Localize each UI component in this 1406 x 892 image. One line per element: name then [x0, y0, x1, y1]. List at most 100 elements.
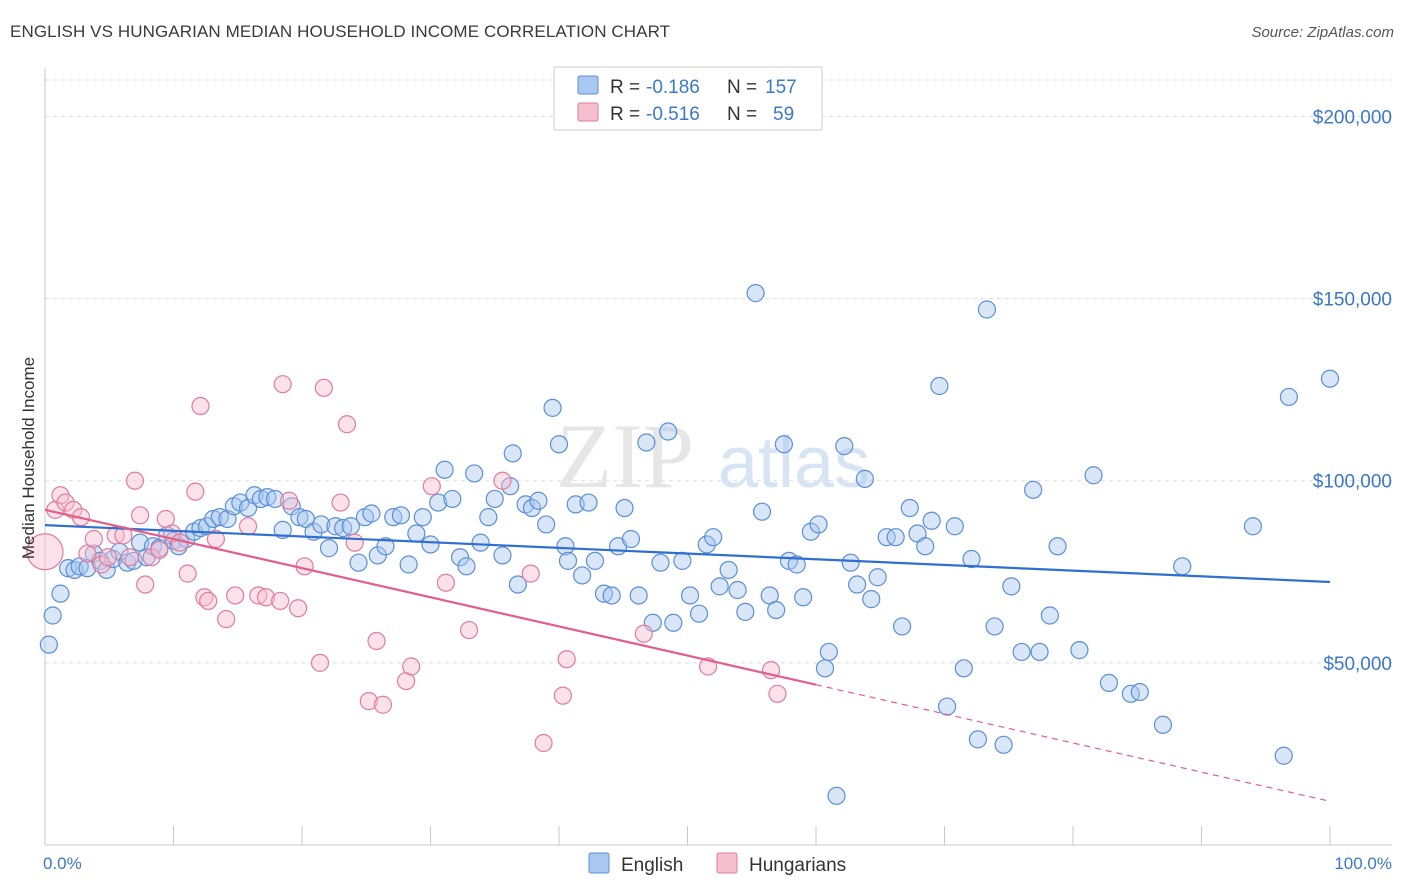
bottom-legend-swatch-hungarians	[716, 852, 738, 874]
data-point	[402, 657, 421, 676]
data-point	[886, 528, 905, 547]
data-point	[521, 564, 540, 583]
data-point	[1002, 577, 1021, 596]
data-point	[556, 537, 575, 556]
data-point	[629, 586, 648, 605]
trend-line-english	[44, 524, 1331, 584]
data-point	[892, 617, 912, 636]
data-point	[429, 493, 448, 512]
data-point	[634, 624, 653, 643]
legend-n-label-english: N =	[727, 77, 757, 98]
y-tick-label: $200,000	[1313, 107, 1392, 128]
bottom-legend-label-hungarians: Hungarians	[749, 855, 846, 876]
data-point	[835, 437, 854, 456]
data-point	[465, 464, 484, 483]
data-point	[289, 599, 308, 618]
data-point	[443, 489, 462, 509]
data-point	[120, 548, 139, 567]
trend-line-hungarians-extension	[815, 684, 1331, 802]
data-point	[349, 553, 368, 572]
data-point	[968, 730, 988, 749]
chart-title: ENGLISH VS HUNGARIAN MEDIAN HOUSEHOLD IN…	[10, 22, 671, 41]
data-point	[522, 498, 542, 518]
data-point	[413, 508, 432, 527]
data-point	[376, 537, 395, 556]
data-point	[1040, 606, 1059, 625]
data-point	[1024, 480, 1043, 499]
data-point	[273, 520, 292, 539]
data-point	[752, 502, 772, 521]
data-point	[1320, 369, 1340, 388]
data-point	[178, 564, 197, 583]
data-point	[1173, 557, 1192, 576]
data-point	[1279, 387, 1298, 407]
data-point	[637, 433, 656, 452]
data-point	[954, 659, 973, 678]
data-point	[421, 535, 440, 554]
data-point	[485, 489, 504, 509]
data-point	[558, 551, 578, 570]
legend-swatch-english	[577, 75, 599, 95]
data-point	[136, 575, 155, 594]
data-point	[534, 733, 553, 753]
data-point	[459, 620, 479, 640]
data-point	[84, 529, 103, 549]
data-point	[868, 568, 887, 587]
data-point	[1030, 642, 1049, 662]
data-point	[736, 602, 755, 621]
data-point	[900, 498, 919, 518]
bottom-legend: English Hungarians	[588, 852, 846, 876]
data-point	[367, 631, 386, 651]
data-point	[787, 555, 806, 574]
data-point	[841, 553, 860, 572]
data-point	[508, 575, 527, 594]
data-point	[436, 573, 456, 592]
data-point	[1153, 715, 1173, 734]
data-point	[238, 517, 258, 536]
x-tick-labels: 0.0% 100.0%	[43, 854, 1392, 873]
watermark-atlas: atlas	[718, 423, 870, 503]
legend-r-value-english: -0.186	[646, 77, 700, 98]
data-point	[337, 415, 357, 434]
data-point	[92, 555, 111, 574]
data-point	[271, 591, 290, 611]
data-point	[450, 548, 470, 567]
data-point	[471, 533, 490, 552]
series-english	[39, 284, 1340, 805]
data-point	[848, 575, 867, 594]
data-point	[373, 695, 393, 714]
data-point	[314, 378, 333, 397]
data-point	[746, 284, 765, 303]
data-point	[916, 537, 935, 556]
data-point	[479, 508, 498, 527]
data-point	[331, 493, 350, 512]
data-point	[573, 566, 592, 585]
data-point	[273, 375, 292, 394]
y-tick-label: $150,000	[1313, 290, 1392, 311]
data-point	[862, 590, 881, 609]
data-point	[553, 686, 572, 705]
data-point	[362, 504, 381, 523]
data-point	[579, 493, 598, 512]
trend-lines	[44, 508, 1331, 802]
data-point	[39, 635, 58, 654]
bottom-legend-label-english: English	[621, 855, 683, 876]
data-point	[217, 610, 236, 629]
axes	[44, 68, 1392, 846]
data-point	[493, 546, 512, 565]
data-point	[689, 604, 709, 623]
legend-n-label-hungarians: N =	[727, 104, 757, 125]
data-point	[150, 540, 169, 560]
data-point	[1243, 517, 1263, 536]
data-point	[621, 529, 641, 549]
data-point	[368, 546, 387, 565]
data-point	[537, 515, 556, 534]
data-point	[1070, 641, 1089, 660]
data-point	[197, 517, 217, 536]
data-point	[855, 469, 874, 488]
data-point	[312, 515, 331, 534]
bottom-legend-swatch-english	[588, 852, 610, 874]
watermark-zip: ZIP	[556, 405, 694, 507]
data-point	[794, 588, 813, 607]
data-point	[98, 548, 118, 567]
